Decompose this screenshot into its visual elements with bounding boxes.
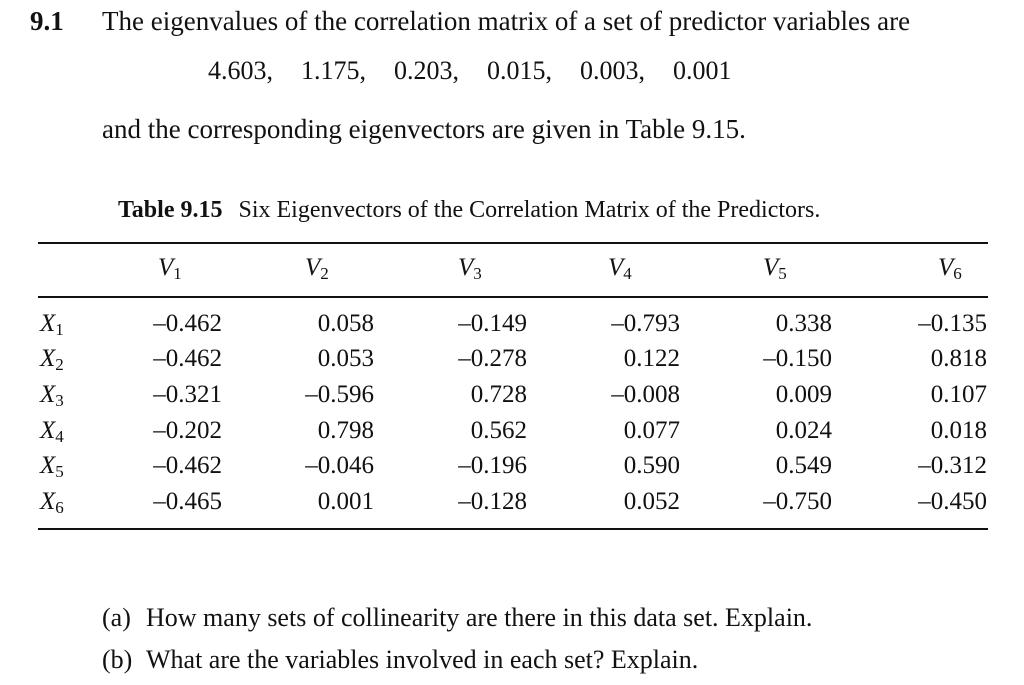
eigenvalue: 1.175,	[301, 56, 366, 85]
table-cell: –0.462	[153, 310, 222, 337]
eigenvalue-list: 4.603, 1.175, 0.203, 0.015, 0.003, 0.001	[208, 56, 732, 86]
eigenvalue: 4.603,	[208, 56, 273, 85]
table-cell: 0.058	[317, 310, 374, 337]
table-cell: –0.150	[763, 345, 832, 372]
column-header-v6: V6	[938, 254, 962, 284]
column-header-v2: V2	[305, 254, 329, 284]
problem-number: 9.1	[30, 6, 64, 36]
column-header-base: V	[938, 254, 954, 281]
table-cell: 0.122	[623, 345, 680, 372]
eigenvalue: 0.203,	[394, 56, 459, 85]
row-label-x2: X2	[40, 345, 64, 375]
row-label-base: X	[40, 488, 56, 515]
row-label-subscript: 1	[55, 320, 64, 339]
eigenvalue: 0.015,	[487, 56, 552, 85]
row-label-x4: X4	[40, 417, 64, 447]
row-label-subscript: 4	[55, 427, 64, 446]
row-label-base: X	[40, 310, 56, 337]
column-header-v4: V4	[608, 254, 632, 284]
table-cell: –0.135	[918, 310, 987, 337]
table-cell: 0.018	[930, 417, 987, 444]
table-cell: –0.278	[458, 345, 527, 372]
column-header-subscript: 6	[953, 264, 962, 283]
table-cell: 0.107	[930, 381, 987, 408]
column-header-subscript: 5	[778, 264, 787, 283]
row-label-base: X	[40, 452, 56, 479]
table-cell: –0.793	[611, 310, 680, 337]
column-header-v5: V5	[763, 254, 787, 284]
table-header-rule	[38, 296, 988, 298]
column-header-base: V	[305, 254, 321, 281]
row-label-subscript: 2	[55, 355, 64, 374]
eigenvalue: 0.003,	[580, 56, 645, 85]
table-cell: –0.750	[763, 488, 832, 515]
problem-continuation: and the corresponding eigenvectors are g…	[102, 114, 746, 144]
column-header-base: V	[763, 254, 779, 281]
column-header-subscript: 1	[173, 264, 182, 283]
table-caption: Table 9.15 Six Eigenvectors of the Correl…	[118, 197, 820, 224]
question-text: What are the variables involved in each …	[146, 645, 699, 674]
table-cell: –0.202	[153, 417, 222, 444]
table-cell: 0.562	[470, 417, 527, 444]
question-tag: (a)	[102, 603, 131, 632]
column-header-v3: V3	[458, 254, 482, 284]
table-cell: 0.728	[470, 381, 527, 408]
table-caption-text: Six Eigenvectors of the Correlation Matr…	[238, 197, 821, 223]
table-cell: –0.596	[305, 381, 374, 408]
table-cell: 0.009	[775, 381, 832, 408]
table-cell: 0.338	[775, 310, 832, 337]
problem-intro: The eigenvalues of the correlation matri…	[102, 6, 911, 36]
table-caption-label: Table 9.15	[118, 197, 223, 223]
table-cell: –0.196	[458, 452, 527, 479]
question-a: (a) How many sets of collinearity are the…	[102, 603, 812, 633]
table-cell: 0.024	[775, 417, 832, 444]
row-label-x3: X3	[40, 381, 64, 411]
table-cell: 0.798	[317, 417, 374, 444]
question-text: How many sets of collinearity are there …	[146, 603, 813, 632]
column-header-subscript: 2	[320, 264, 329, 283]
row-label-x6: X6	[40, 488, 64, 518]
table-bottom-rule	[38, 528, 988, 530]
column-header-base: V	[458, 254, 474, 281]
question-tag: (b)	[102, 645, 133, 674]
row-label-subscript: 6	[55, 498, 64, 517]
table-cell: –0.046	[305, 452, 374, 479]
table-cell: 0.052	[623, 488, 680, 515]
table-cell: –0.321	[153, 381, 222, 408]
table-cell: 0.077	[623, 417, 680, 444]
table-cell: –0.312	[918, 452, 987, 479]
column-header-base: V	[608, 254, 624, 281]
table-cell: –0.450	[918, 488, 987, 515]
table-cell: 0.818	[930, 345, 987, 372]
table-cell: –0.149	[458, 310, 527, 337]
row-label-x1: X1	[40, 310, 64, 340]
column-header-subscript: 4	[623, 264, 632, 283]
table-cell: –0.128	[458, 488, 527, 515]
column-header-subscript: 3	[473, 264, 482, 283]
table-cell: 0.549	[775, 452, 832, 479]
row-label-x5: X5	[40, 452, 64, 482]
row-label-subscript: 5	[55, 462, 64, 481]
column-header-base: V	[158, 254, 174, 281]
table-cell: 0.001	[317, 488, 374, 515]
table-cell: –0.465	[153, 488, 222, 515]
table-cell: 0.053	[317, 345, 374, 372]
table-cell: 0.590	[623, 452, 680, 479]
table-cell: –0.462	[153, 345, 222, 372]
row-label-base: X	[40, 417, 56, 444]
row-label-subscript: 3	[55, 391, 64, 410]
table-cell: –0.008	[611, 381, 680, 408]
eigenvalue: 0.001	[673, 56, 732, 85]
table-cell: –0.462	[153, 452, 222, 479]
question-b: (b) What are the variables involved in ea…	[102, 645, 698, 675]
column-header-v1: V1	[158, 254, 182, 284]
table-top-rule	[38, 242, 988, 244]
row-label-base: X	[40, 345, 56, 372]
row-label-base: X	[40, 381, 56, 408]
